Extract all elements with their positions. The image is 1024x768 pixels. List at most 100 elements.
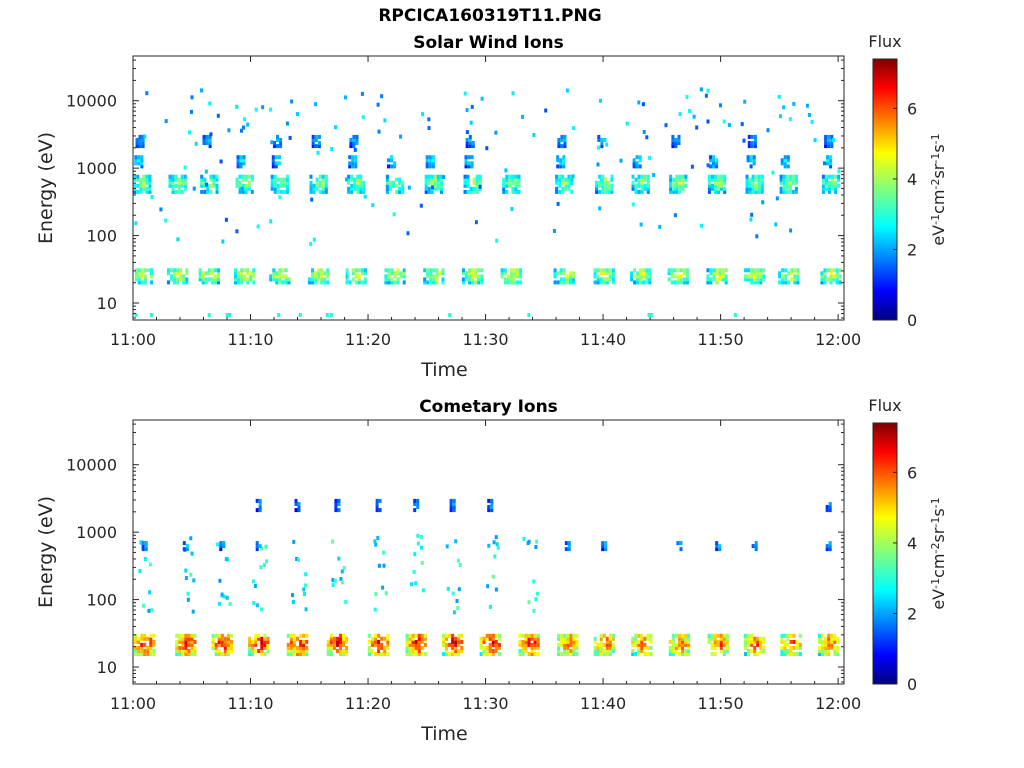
- flux-cell: [827, 636, 831, 641]
- flux-cell: [824, 138, 828, 142]
- flux-cell: [824, 639, 828, 644]
- flux-cell: [779, 177, 783, 182]
- flux-cell: [637, 189, 641, 194]
- flux-cell: [747, 144, 751, 149]
- flux-cell: [248, 639, 252, 644]
- flux-cell: [320, 268, 324, 273]
- flux-cell: [246, 122, 250, 127]
- flux-cell: [679, 547, 683, 552]
- flux-cell: [292, 652, 296, 656]
- flux-cell: [637, 100, 641, 105]
- flux-cell: [427, 126, 431, 130]
- flux-cell: [324, 177, 328, 182]
- flux-cell: [393, 274, 397, 279]
- flux-cell: [356, 183, 360, 188]
- flux-cell: [757, 186, 761, 191]
- flux-cell: [145, 186, 149, 191]
- flux-cell: [798, 642, 802, 647]
- flux-cell: [788, 186, 792, 191]
- flux-cell: [671, 138, 675, 142]
- flux-cell: [605, 639, 609, 644]
- flux-cell: [824, 636, 828, 641]
- flux-cell: [239, 161, 243, 166]
- flux-cell: [829, 280, 833, 285]
- flux-cell: [682, 280, 686, 285]
- flux-cell: [294, 498, 298, 503]
- flux-cell: [646, 177, 650, 182]
- flux-cell: [272, 271, 276, 276]
- flux-cell: [598, 206, 602, 211]
- flux-cell: [771, 170, 775, 175]
- flux-cell: [284, 277, 288, 282]
- flux-cell: [791, 174, 795, 179]
- flux-cell: [314, 138, 318, 142]
- flux-cell: [753, 652, 757, 656]
- flux-cell: [824, 652, 828, 656]
- flux-cell: [674, 649, 678, 653]
- flux-cell: [314, 134, 318, 139]
- flux-cell: [638, 164, 642, 169]
- flux-cell: [828, 183, 831, 188]
- flux-cell: [828, 189, 831, 194]
- flux-cell: [796, 274, 800, 279]
- flux-cell: [744, 652, 747, 656]
- flux-cell: [380, 642, 384, 647]
- flux-cell: [431, 158, 435, 163]
- flux-cell: [642, 280, 646, 285]
- flux-cell: [750, 134, 754, 139]
- flux-cell: [497, 636, 501, 641]
- flux-cell: [272, 277, 276, 282]
- flux-cell: [292, 633, 296, 638]
- flux-cell: [599, 645, 603, 650]
- flux-cell: [260, 546, 264, 551]
- flux-cell: [521, 114, 524, 119]
- flux-cell: [224, 557, 228, 562]
- flux-cell: [466, 183, 470, 188]
- flux-cell: [336, 636, 339, 641]
- flux-cell: [220, 642, 224, 647]
- flux-cell: [522, 536, 526, 541]
- flux-cell: [611, 271, 615, 276]
- flux-cell: [289, 633, 293, 638]
- flux-cell: [181, 645, 185, 650]
- flux-cell: [390, 268, 394, 273]
- flux-cell: [173, 274, 177, 279]
- flux-cell: [479, 639, 483, 644]
- flux-cell: [209, 183, 213, 188]
- flux-cell: [830, 645, 834, 650]
- flux-cell: [182, 277, 186, 282]
- flux-cell: [556, 271, 560, 276]
- flux-cell: [440, 180, 443, 185]
- flux-cell: [339, 639, 342, 644]
- flux-cell: [417, 645, 421, 650]
- flux-cell: [480, 274, 484, 279]
- flux-cell: [611, 277, 615, 282]
- flux-cell: [457, 652, 461, 656]
- flux-cell: [747, 134, 751, 139]
- flux-cell: [762, 274, 766, 279]
- flux-cell: [460, 645, 464, 650]
- flux-cell: [469, 186, 473, 191]
- flux-cell: [634, 183, 638, 188]
- unit-part: sr: [929, 527, 948, 542]
- flux-cell: [171, 180, 175, 185]
- flux-cell: [639, 271, 643, 276]
- flux-cell: [757, 189, 761, 194]
- flux-cell: [684, 639, 688, 644]
- flux-cell: [823, 280, 827, 285]
- flux-cell: [681, 652, 684, 656]
- flux-cell: [441, 277, 445, 282]
- flux-cell: [345, 277, 349, 282]
- flux-cell: [792, 101, 796, 106]
- flux-cell: [610, 183, 614, 188]
- flux-cell: [383, 649, 387, 653]
- flux-cell: [779, 186, 783, 191]
- flux-cell: [470, 164, 474, 169]
- flux-cell: [177, 183, 181, 188]
- flux-cell: [471, 141, 475, 145]
- flux-cell: [485, 645, 489, 650]
- flux-cell: [514, 177, 518, 182]
- flux-cell: [286, 652, 290, 656]
- flux-cell: [779, 114, 782, 119]
- flux-cell: [390, 155, 393, 160]
